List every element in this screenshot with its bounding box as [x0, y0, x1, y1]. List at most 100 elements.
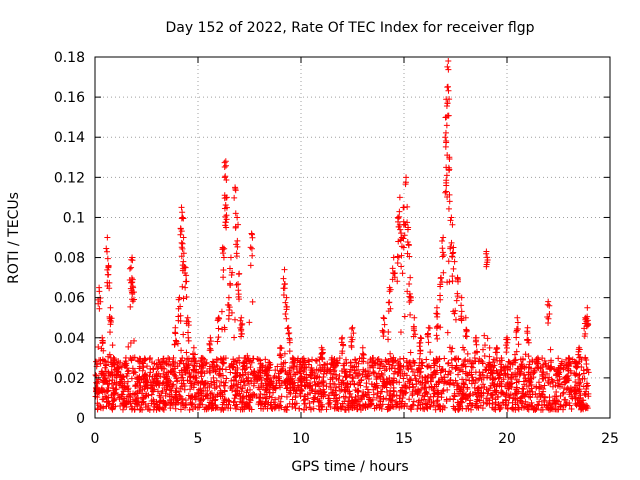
- data-point: [241, 382, 248, 389]
- data-point: [220, 379, 227, 386]
- data-point: [297, 358, 304, 365]
- data-point: [214, 317, 221, 324]
- data-point: [442, 134, 449, 141]
- data-point: [306, 358, 313, 365]
- data-point: [576, 382, 583, 389]
- data-point: [265, 399, 272, 406]
- x-tick-label: 10: [292, 431, 310, 447]
- data-point: [219, 359, 226, 366]
- data-point: [426, 325, 433, 332]
- data-point: [250, 382, 257, 389]
- data-point: [423, 400, 430, 407]
- data-point: [281, 280, 288, 287]
- data-point: [520, 386, 527, 393]
- data-point: [401, 232, 408, 239]
- data-point: [546, 394, 553, 401]
- data-point: [175, 296, 182, 303]
- data-point: [534, 394, 541, 401]
- data-point: [385, 405, 392, 412]
- data-point: [348, 325, 355, 332]
- data-point: [439, 249, 446, 256]
- data-point: [120, 373, 127, 380]
- data-point: [576, 358, 583, 365]
- data-point: [306, 390, 313, 397]
- data-point: [331, 381, 338, 388]
- data-point: [466, 377, 473, 384]
- data-point: [484, 335, 491, 342]
- data-point: [363, 383, 370, 390]
- data-point: [301, 364, 308, 371]
- data-point: [489, 391, 496, 398]
- data-point: [265, 365, 272, 372]
- data-point: [177, 406, 184, 413]
- data-point: [127, 400, 134, 407]
- data-point: [361, 403, 368, 410]
- data-point: [256, 374, 263, 381]
- data-point: [392, 368, 399, 375]
- data-point: [145, 402, 152, 409]
- data-point: [494, 394, 501, 401]
- data-point: [301, 400, 308, 407]
- data-point: [563, 399, 570, 406]
- data-point: [411, 360, 418, 367]
- data-point: [555, 380, 562, 387]
- data-point: [437, 283, 444, 290]
- data-point: [391, 274, 398, 281]
- data-point: [235, 291, 242, 298]
- data-point: [170, 354, 177, 361]
- data-point: [407, 349, 414, 356]
- data-point: [420, 396, 427, 403]
- data-point: [301, 406, 308, 413]
- data-point: [372, 384, 379, 391]
- data-point: [96, 288, 103, 295]
- data-point: [421, 393, 428, 400]
- data-point: [468, 360, 475, 367]
- data-point: [203, 359, 210, 366]
- data-point: [170, 381, 177, 388]
- data-point: [409, 388, 416, 395]
- data-point: [428, 374, 435, 381]
- data-point: [118, 391, 125, 398]
- data-point: [468, 406, 475, 413]
- data-point: [331, 404, 338, 411]
- data-point: [220, 267, 227, 274]
- data-point: [179, 209, 186, 216]
- data-point: [368, 381, 375, 388]
- data-point: [479, 358, 486, 365]
- data-point: [522, 351, 529, 358]
- data-point: [359, 392, 366, 399]
- data-point: [118, 364, 125, 371]
- data-point: [275, 370, 282, 377]
- data-point: [551, 399, 558, 406]
- data-point: [223, 176, 230, 183]
- data-point: [286, 367, 293, 374]
- data-point: [444, 193, 451, 200]
- data-point: [199, 354, 206, 361]
- data-point: [417, 365, 424, 372]
- data-point: [443, 137, 450, 144]
- data-point: [494, 345, 501, 352]
- data-point: [283, 294, 290, 301]
- data-point: [233, 281, 240, 288]
- data-point: [545, 315, 552, 322]
- data-point: [127, 339, 134, 346]
- data-point: [503, 336, 510, 343]
- data-point: [582, 391, 589, 398]
- data-point: [324, 364, 331, 371]
- data-point: [583, 323, 590, 330]
- data-point: [451, 390, 458, 397]
- data-point: [443, 379, 450, 386]
- data-point: [104, 271, 111, 278]
- data-point: [487, 374, 494, 381]
- data-point: [247, 397, 254, 404]
- data-point: [138, 401, 145, 408]
- data-point: [497, 371, 504, 378]
- data-point: [182, 402, 189, 409]
- data-point: [385, 336, 392, 343]
- data-point: [139, 406, 146, 413]
- data-point: [286, 336, 293, 343]
- data-point: [185, 362, 192, 369]
- data-point: [227, 369, 234, 376]
- data-point: [337, 388, 344, 395]
- data-point: [348, 342, 355, 349]
